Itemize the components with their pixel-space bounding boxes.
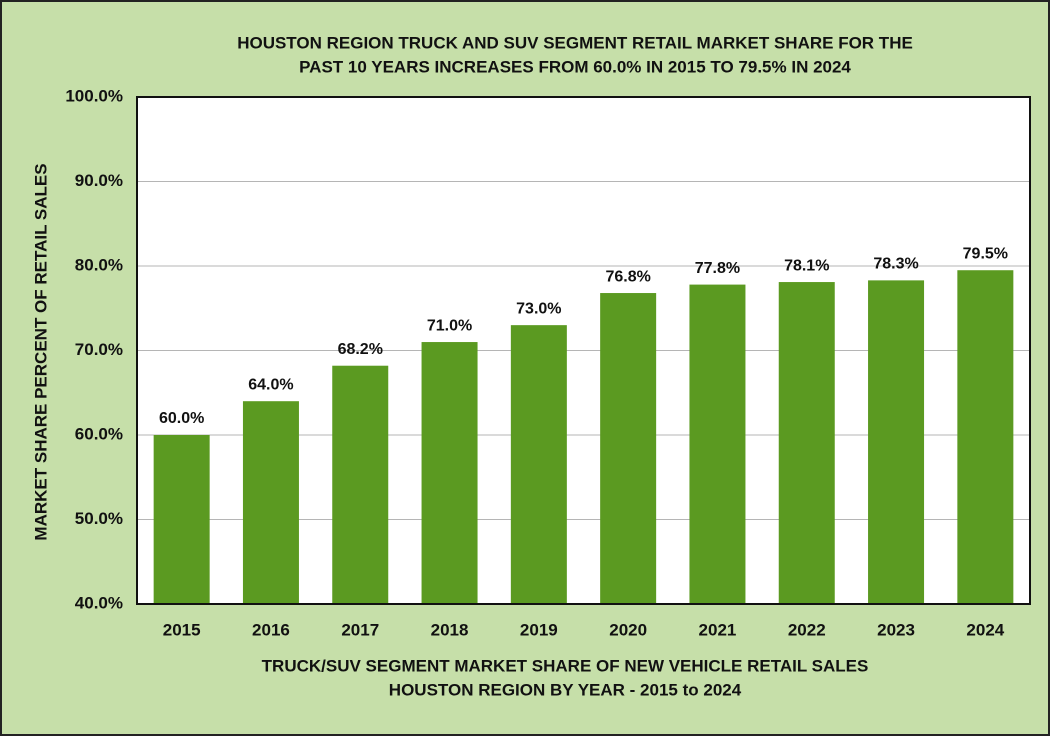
bar (868, 280, 925, 604)
data-label: 78.1% (784, 257, 829, 274)
bar (957, 270, 1014, 604)
x-tick-label: 2023 (877, 620, 915, 639)
data-label: 77.8% (695, 260, 740, 277)
bar (332, 365, 389, 604)
y-tick-label: 100.0% (65, 86, 123, 105)
x-axis-label: HOUSTON REGION BY YEAR - 2015 to 2024 (389, 680, 742, 699)
data-label: 79.5% (963, 245, 1008, 262)
x-tick-label: 2017 (341, 620, 379, 639)
x-tick-label: 2022 (788, 620, 826, 639)
data-label: 71.0% (427, 317, 472, 334)
bar (600, 293, 657, 604)
x-tick-label: 2015 (163, 620, 201, 639)
data-label: 68.2% (338, 341, 383, 358)
x-tick-label: 2018 (431, 620, 469, 639)
bar (242, 401, 299, 604)
bar (778, 282, 835, 604)
y-tick-label: 90.0% (75, 171, 123, 190)
bar (421, 342, 478, 604)
bar (689, 284, 746, 604)
bar (153, 435, 210, 604)
x-tick-label: 2020 (609, 620, 647, 639)
chart-title: HOUSTON REGION TRUCK AND SUV SEGMENT RET… (237, 33, 913, 52)
x-tick-label: 2019 (520, 620, 558, 639)
data-label: 73.0% (516, 300, 561, 317)
data-label: 76.8% (605, 268, 650, 285)
y-axis-label: MARKET SHARE PERCENT OF RETAIL SALES (31, 163, 50, 540)
chart-title: PAST 10 YEARS INCREASES FROM 60.0% IN 20… (299, 57, 851, 76)
data-label: 64.0% (248, 376, 293, 393)
data-label: 60.0% (159, 410, 204, 427)
plot-frame (136, 96, 1031, 605)
x-axis-label: TRUCK/SUV SEGMENT MARKET SHARE OF NEW VE… (262, 656, 869, 675)
y-tick-label: 70.0% (75, 340, 123, 359)
y-tick-label: 40.0% (75, 593, 123, 612)
bar (510, 325, 567, 604)
y-tick-label: 60.0% (75, 424, 123, 443)
y-tick-label: 50.0% (75, 509, 123, 528)
x-tick-label: 2016 (252, 620, 290, 639)
x-tick-label: 2024 (966, 620, 1004, 639)
y-tick-label: 80.0% (75, 255, 123, 274)
data-label: 78.3% (873, 256, 918, 273)
x-tick-label: 2021 (699, 620, 737, 639)
